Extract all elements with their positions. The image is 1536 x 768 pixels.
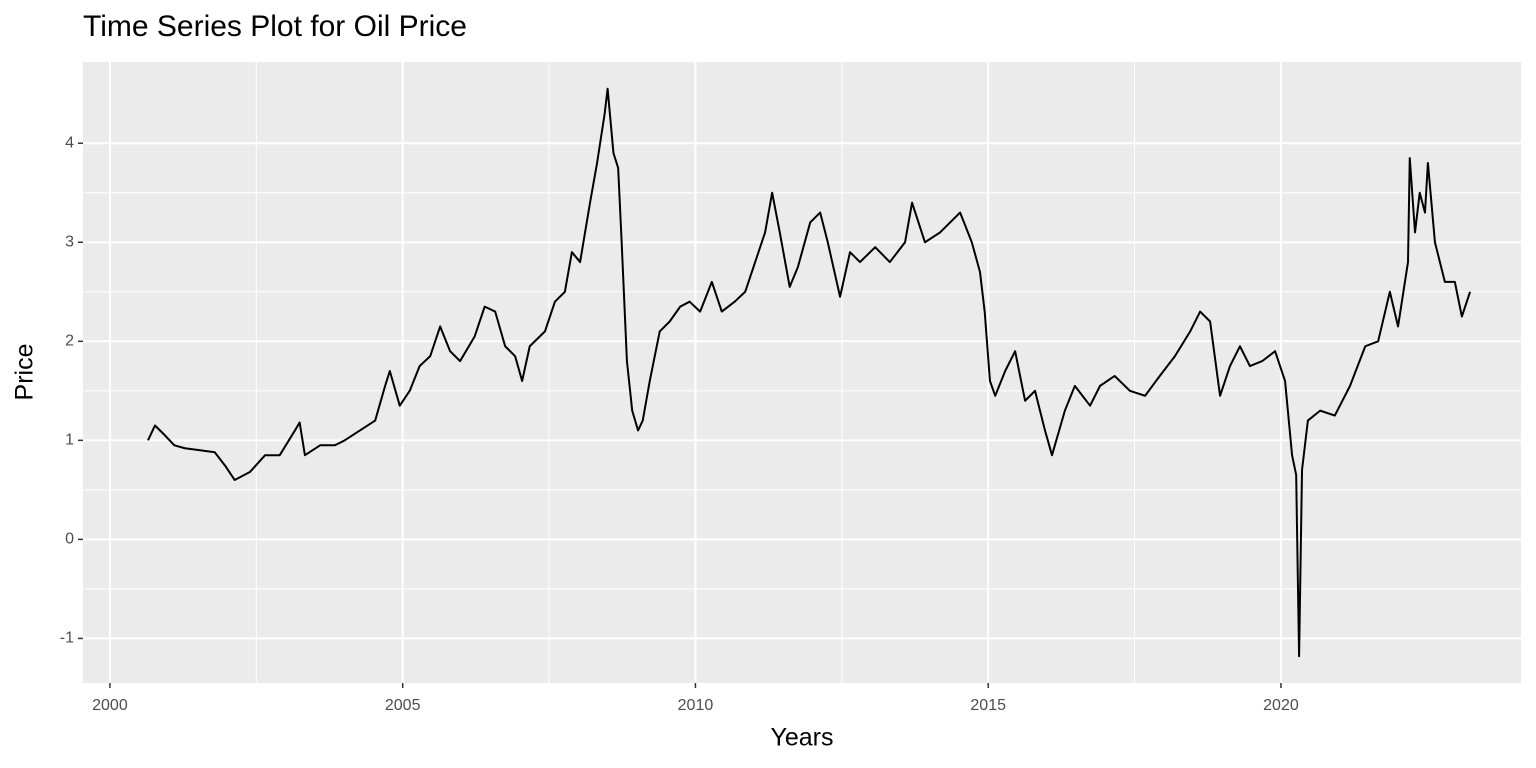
y-tick-label: 4 xyxy=(65,134,74,151)
y-tick-label: 0 xyxy=(65,531,74,548)
x-tick-label: 2020 xyxy=(1263,697,1299,714)
x-tick-label: 2015 xyxy=(970,697,1006,714)
x-axis-title: Years xyxy=(770,724,833,752)
marks xyxy=(147,87,1472,658)
y-tick-label: -1 xyxy=(60,630,74,647)
plot-panel xyxy=(83,62,1521,683)
x-tick-label: 2005 xyxy=(385,697,421,714)
y-tick-label: 2 xyxy=(65,333,74,350)
y-axis-title: Price xyxy=(11,344,39,401)
price-line xyxy=(147,87,1472,658)
chart-title: Time Series Plot for Oil Price xyxy=(83,10,467,43)
x-tick-label: 2000 xyxy=(92,697,128,714)
x-tick-label: 2010 xyxy=(678,697,714,714)
grid xyxy=(83,62,1521,683)
y-tick-label: 3 xyxy=(65,233,74,250)
y-tick-label: 1 xyxy=(65,432,74,449)
